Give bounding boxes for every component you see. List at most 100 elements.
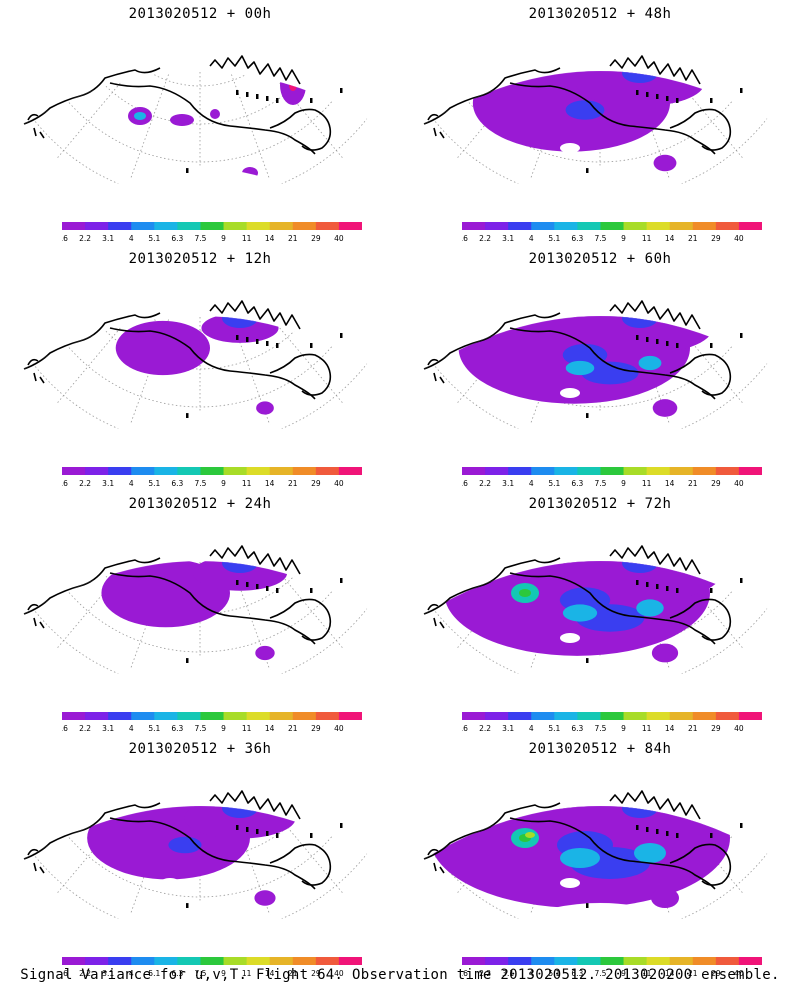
colorbar-swatch [646,467,671,475]
colorbar-swatch [154,222,178,230]
colorbar-label: 40 [334,479,344,488]
colorbar-swatch [108,467,132,475]
colorbar-label: 3.1 [102,234,114,243]
colorbar-label: 3.1 [102,724,114,733]
colorbar-swatch [85,712,109,720]
coastline [423,545,732,645]
colorbar-label: 2.2 [79,969,91,978]
polar-map [23,790,377,932]
map-panel: 2013020512 + 36h 1.6 2.2 3.1 4 5.1 6.3 7.5 9 11 14… [0,735,400,980]
colorbar-label: 4 [529,724,534,733]
coastline [23,545,332,645]
colorbar-label: 4 [529,234,534,243]
colorbar-swatch [531,467,555,475]
colorbar-swatch [485,467,509,475]
colorbar-label: 40 [734,234,744,243]
colorbar-label: 6.3 [171,234,183,243]
colorbar-swatch [738,957,762,965]
colorbar-label: 7.5 [194,234,206,243]
colorbar-swatch [485,222,509,230]
colorbar-label: 5.1 [548,479,560,488]
polar-map [23,55,377,197]
colorbar-swatch [246,957,271,965]
colorbar-swatch [646,222,671,230]
colorbar-swatch [200,712,225,720]
colorbar-swatch [292,222,317,230]
colorbar-label: 21 [688,479,698,488]
colorbar-label: 7.5 [594,479,606,488]
colorbar-label: 4 [529,969,534,978]
colorbar-swatch [154,957,178,965]
colorbar-swatch [577,957,601,965]
colorbar-swatch [200,467,225,475]
colorbar-swatch [692,712,717,720]
colorbar-label: 14 [665,724,675,733]
colorbar-label: 5.1 [548,724,560,733]
colorbar-label: 29 [311,479,321,488]
colorbar-label: 7.5 [194,479,206,488]
colorbar-label: 6.3 [571,724,583,733]
panel-title: 2013020512 + 00h [128,6,272,22]
colorbar-label: 29 [711,479,721,488]
colorbar-label: 21 [288,969,298,978]
colorbar-swatch [177,467,201,475]
colorbar-label: 14 [665,234,675,243]
colorbar-swatch [462,712,486,720]
colorbar-label: 1.6 [62,479,68,488]
colorbar-swatch [223,467,248,475]
colorbar: 1.6 2.2 3.1 4 5.1 6.3 7.5 9 11 14 21 29 40 [62,222,362,243]
colorbar-label: 14 [265,234,275,243]
colorbar: 1.6 2.2 3.1 4 5.1 6.3 7.5 9 11 14 21 29 40 [62,467,362,488]
colorbar-label: 7.5 [594,724,606,733]
colorbar-label: 2.2 [479,479,491,488]
colorbar-swatch [715,222,740,230]
colorbar: 1.6 2.2 3.1 4 5.1 6.3 7.5 9 11 14 21 29 40 [62,712,362,733]
colorbar-label: 40 [334,234,344,243]
panel-title: 2013020512 + 24h [128,496,272,512]
colorbar-swatch [200,222,225,230]
panel-title: 2013020512 + 60h [528,251,672,267]
colorbar-swatch [131,957,155,965]
colorbar-swatch [62,467,86,475]
colorbar-label: 14 [265,969,275,978]
colorbar-label: 5.1 [148,724,160,733]
colorbar-swatch [646,712,671,720]
variance-field [472,71,705,172]
colorbar-label: 21 [288,234,298,243]
colorbar-label: 29 [311,724,321,733]
colorbar-label: 2.2 [79,724,91,733]
colorbar-label: 9 [221,479,226,488]
colorbar-label: 3.1 [502,969,514,978]
map-panel: 2013020512 + 12h 1.6 2.2 3.1 4 5.1 6.3 7.5 9 11 14… [0,245,400,490]
colorbar-label: 21 [688,724,698,733]
colorbar-swatch [85,957,109,965]
colorbar-label: 1.6 [462,479,468,488]
colorbar-swatch [531,712,555,720]
colorbar-label: 9 [621,969,626,978]
colorbar-swatch [177,222,201,230]
colorbar-label: 3.1 [502,234,514,243]
colorbar-swatch [108,222,132,230]
figure-caption: Signal Variance for u,v,T. Flight 64. Ob… [20,967,780,983]
colorbar-swatch [462,467,486,475]
colorbar-swatch [269,957,294,965]
colorbar-label: 3.1 [502,479,514,488]
colorbar-swatch [554,467,578,475]
colorbar-label: 29 [711,724,721,733]
colorbar-label: 1.6 [62,969,68,978]
colorbar-label: 4 [129,234,134,243]
colorbar-label: 7.5 [594,969,606,978]
colorbar-swatch [554,712,578,720]
colorbar-swatch [692,957,717,965]
colorbar-swatch [715,712,740,720]
colorbar-label: 29 [311,969,321,978]
colorbar-swatch [338,957,362,965]
colorbar-label: 40 [734,479,744,488]
colorbar-label: 2.2 [79,234,91,243]
colorbar-label: 3.1 [102,969,114,978]
colorbar-label: 9 [221,724,226,733]
colorbar-label: 11 [642,479,652,488]
colorbar-label: 6.3 [171,724,183,733]
coastline [23,790,332,890]
colorbar-swatch [554,222,578,230]
